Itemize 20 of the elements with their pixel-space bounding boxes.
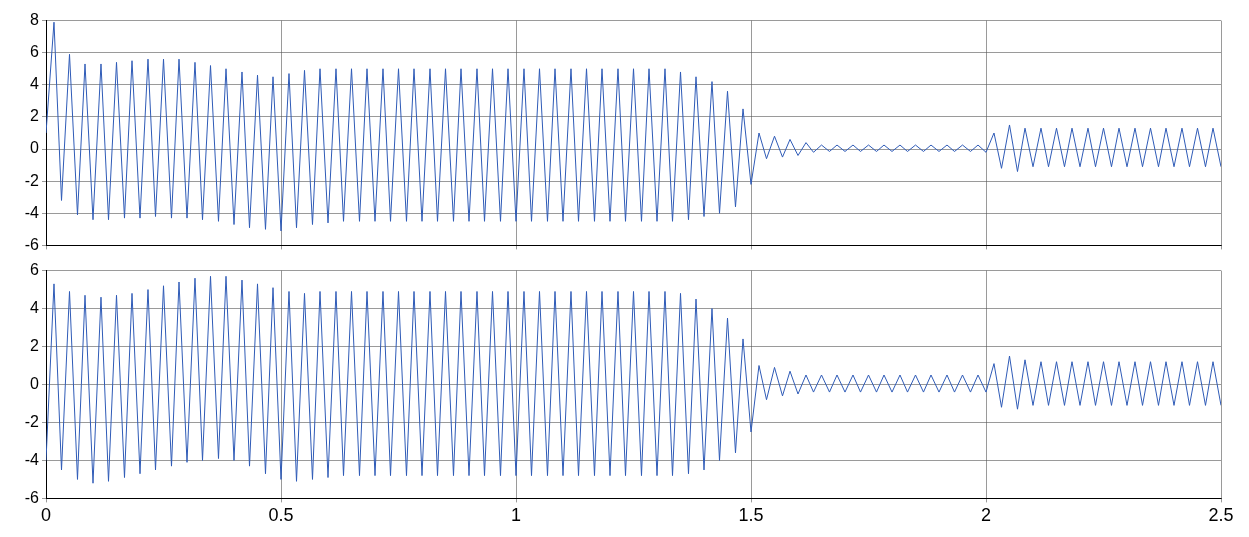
x-tick-label: 2 bbox=[980, 505, 992, 526]
y-tick-label: 2 bbox=[30, 336, 40, 354]
y-tick-label: -2 bbox=[24, 171, 40, 189]
y-tick-label: 0 bbox=[30, 139, 40, 157]
y-tick-label: -6 bbox=[24, 488, 40, 506]
y-tick-label: 8 bbox=[30, 11, 40, 29]
y-tick-label: 6 bbox=[30, 43, 40, 61]
x-tick-label: 1.5 bbox=[738, 505, 764, 526]
y-tick-label: -4 bbox=[24, 450, 40, 468]
x-tick-label: 0.5 bbox=[268, 505, 294, 526]
y-tick-label: -4 bbox=[24, 203, 40, 221]
y-tick-label: -2 bbox=[24, 412, 40, 430]
x-tick-label: 1 bbox=[510, 505, 522, 526]
y-tick-label: 6 bbox=[30, 261, 40, 279]
y-tick-label: 4 bbox=[30, 75, 40, 93]
x-tick-label: 2.5 bbox=[1208, 505, 1234, 526]
y-tick-label: 4 bbox=[30, 298, 40, 316]
y-tick-label: 0 bbox=[30, 374, 40, 392]
y-tick-label: 2 bbox=[30, 107, 40, 125]
y-tick-label: -6 bbox=[24, 235, 40, 253]
